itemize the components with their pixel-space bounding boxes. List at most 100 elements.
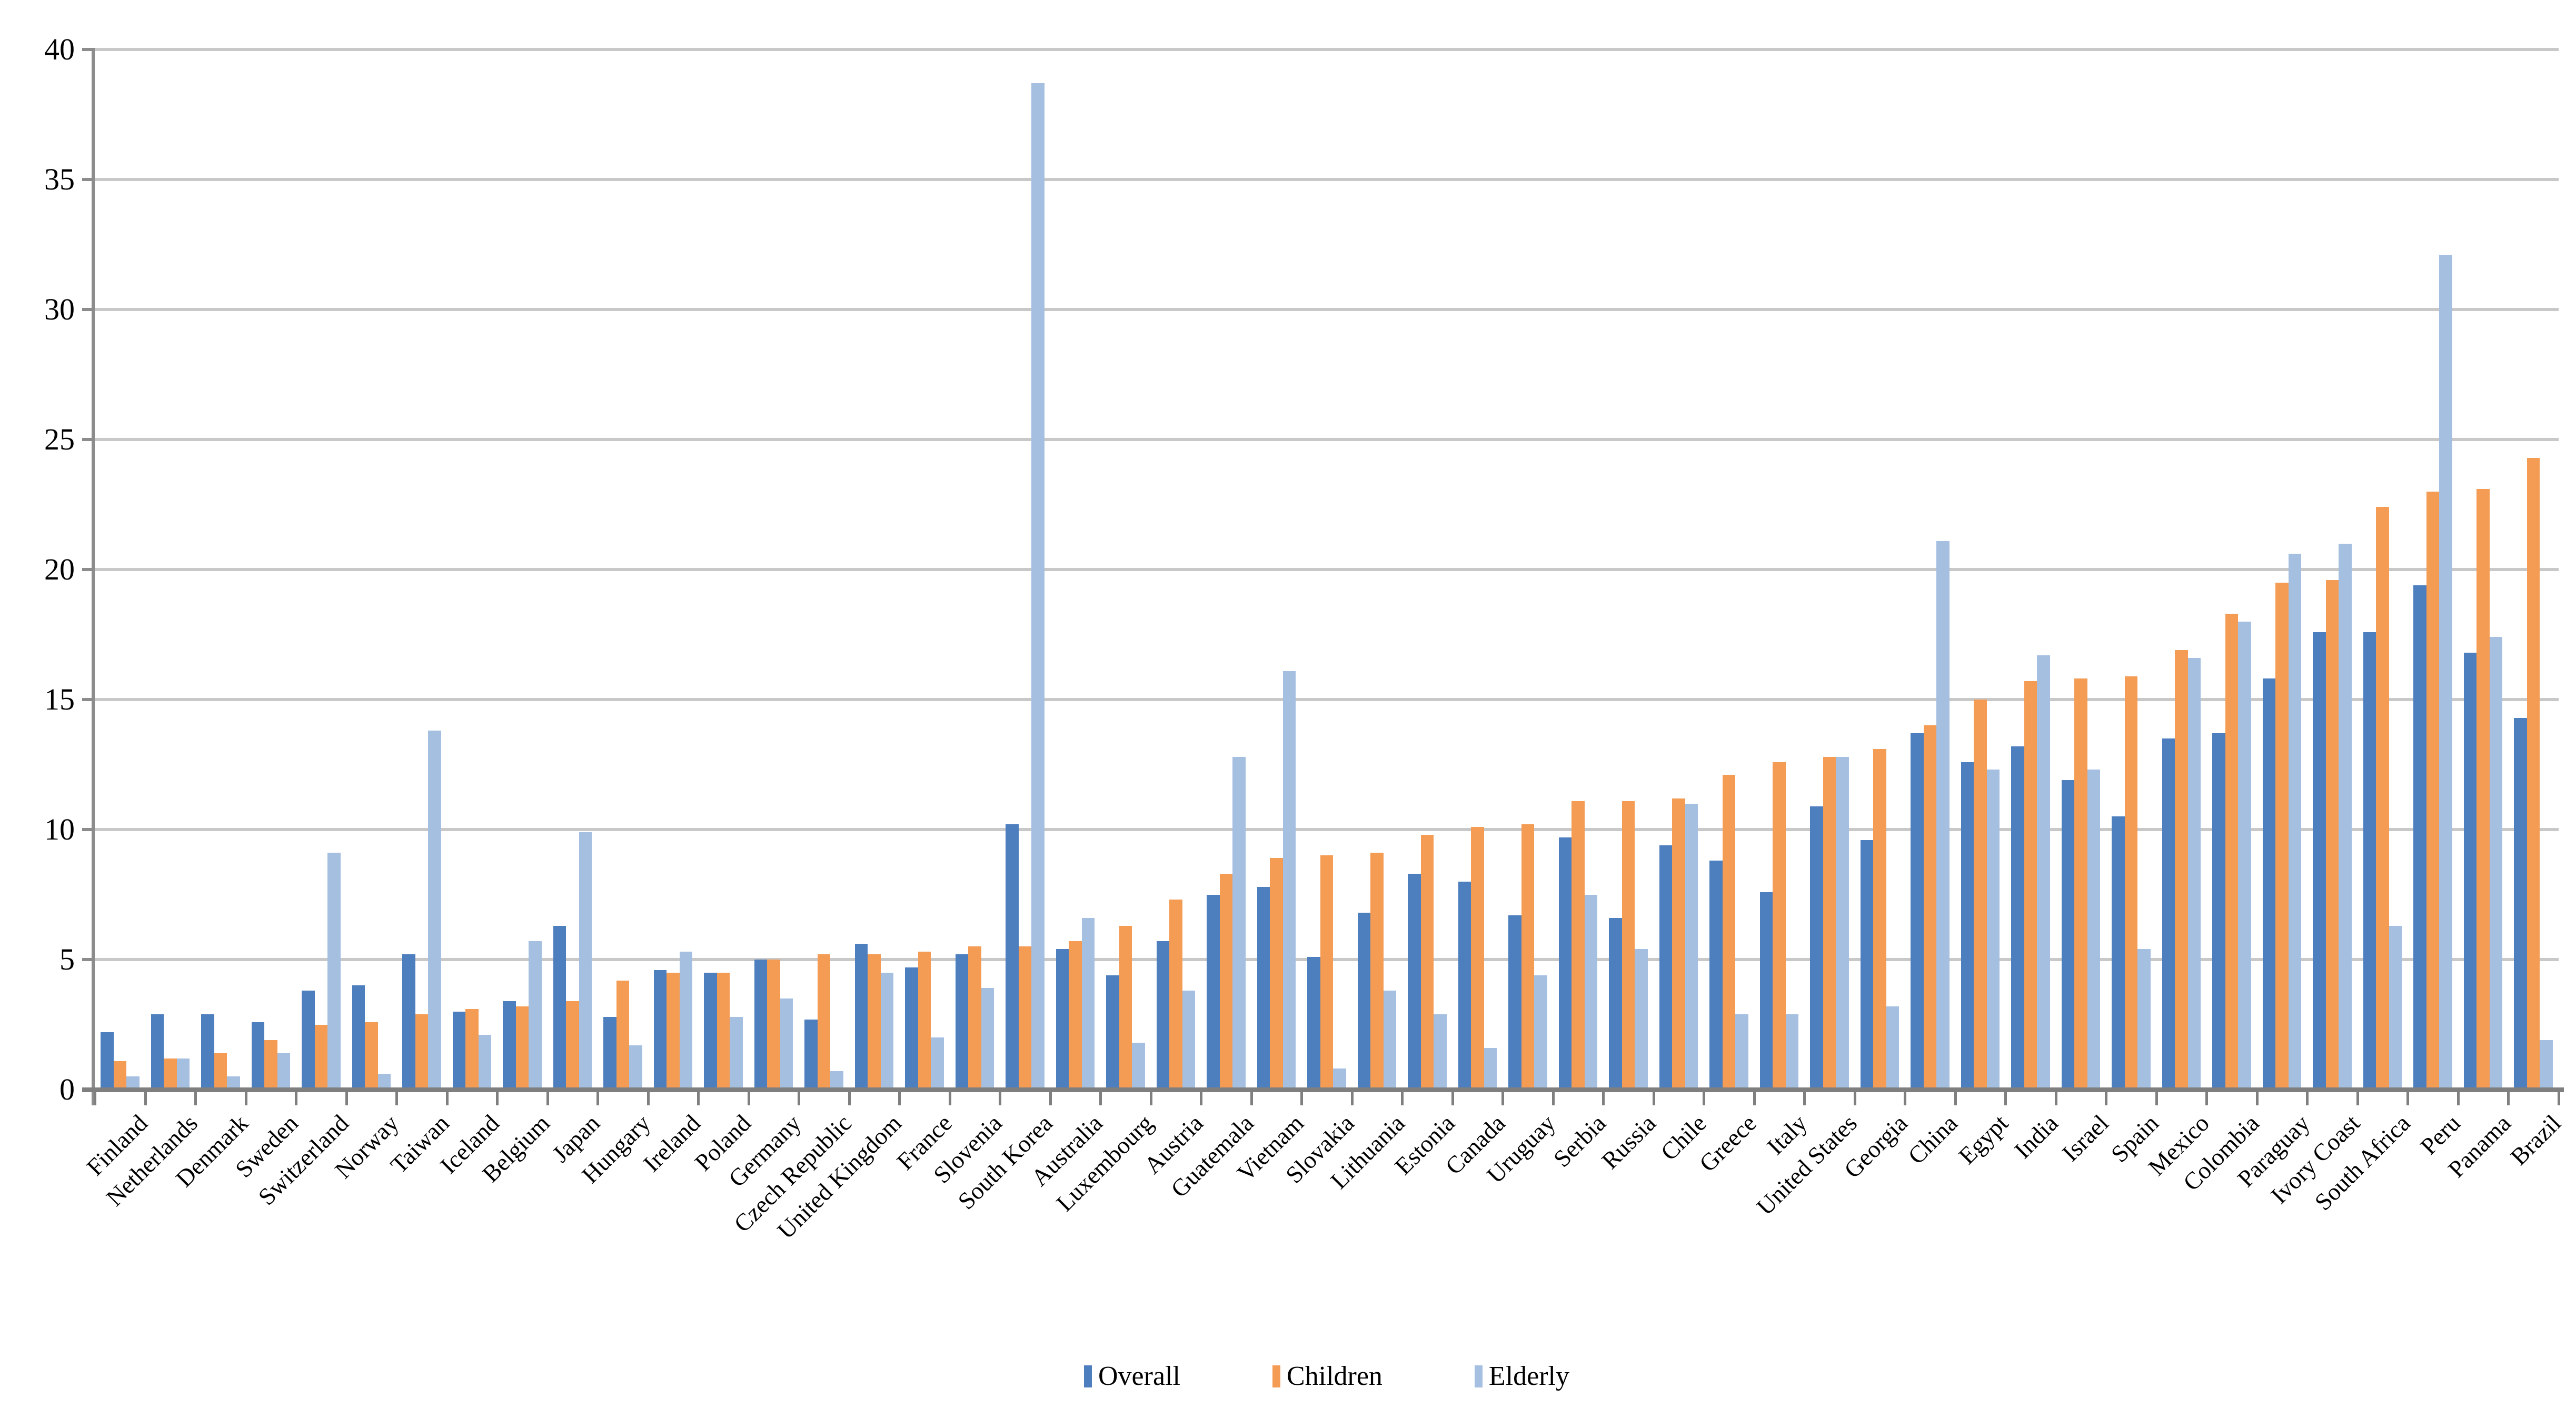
gridline: [95, 178, 2559, 181]
bar-overall: [1307, 957, 1320, 1090]
x-tick: [1904, 1090, 1907, 1105]
x-tick: [2004, 1090, 2007, 1105]
y-tick-label: 20: [44, 552, 75, 586]
x-tick: [1451, 1090, 1454, 1105]
bar-elderly: [227, 1076, 240, 1090]
bar-overall: [2363, 632, 2376, 1090]
bar-children: [314, 1024, 328, 1090]
x-tick: [596, 1090, 600, 1105]
legend: Overall Children Elderly: [95, 1358, 2559, 1395]
x-tick: [2456, 1090, 2460, 1105]
bar-overall: [2262, 678, 2276, 1090]
bar-children: [1370, 853, 1384, 1090]
bar-overall: [1911, 733, 1924, 1090]
legend-item-children: Children: [1272, 1363, 1383, 1390]
y-tick-label: 15: [44, 682, 75, 716]
bar-overall: [151, 1014, 164, 1090]
bar-elderly: [1886, 1006, 1899, 1090]
bar-elderly: [176, 1058, 190, 1090]
bar-overall: [1961, 762, 1974, 1090]
bar-overall: [302, 991, 315, 1090]
legend-label: Overall: [1098, 1361, 1180, 1391]
y-tick: [82, 438, 95, 441]
bar-children: [1219, 873, 1233, 1090]
bar-overall: [653, 970, 667, 1090]
bar-overall: [503, 1001, 516, 1090]
bar-elderly: [1735, 1014, 1748, 1090]
y-tick-label: 0: [59, 1072, 75, 1106]
bar-elderly: [629, 1045, 642, 1090]
bar-overall: [251, 1022, 265, 1090]
bar-children: [1823, 756, 1836, 1090]
bar-overall: [1006, 824, 1019, 1090]
bar-children: [2426, 491, 2440, 1090]
category-label: Israel: [2056, 1109, 2114, 1167]
gridline: [95, 698, 2559, 701]
bar-elderly: [1534, 975, 1547, 1090]
x-tick: [1602, 1090, 1605, 1105]
y-tick-label: 10: [44, 812, 75, 846]
bar-children: [1722, 775, 1736, 1090]
bar-children: [1169, 900, 1182, 1090]
bar-elderly: [2288, 554, 2302, 1090]
bar-overall: [2514, 717, 2527, 1090]
bar-children: [2325, 580, 2339, 1090]
bar-overall: [854, 944, 868, 1090]
x-tick: [496, 1090, 499, 1105]
x-tick: [747, 1090, 750, 1105]
bar-children: [1320, 855, 1334, 1090]
x-tick: [1853, 1090, 1856, 1105]
bar-elderly: [478, 1035, 492, 1090]
bar-children: [1572, 801, 1585, 1090]
bar-overall: [1609, 917, 1622, 1090]
bar-children: [1873, 748, 1886, 1090]
bar-elderly: [1635, 949, 1648, 1090]
bar-children: [2275, 582, 2289, 1090]
bar-elderly: [2389, 925, 2402, 1090]
x-tick: [395, 1090, 399, 1105]
bar-children: [1018, 946, 1032, 1090]
bar-overall: [2011, 746, 2024, 1090]
x-tick: [2105, 1090, 2108, 1105]
x-tick: [1652, 1090, 1655, 1105]
category-label: Serbia: [1548, 1109, 1611, 1173]
bar-children: [968, 946, 981, 1090]
y-tick-label: 35: [44, 162, 75, 196]
bar-children: [2527, 457, 2540, 1090]
bar-elderly: [579, 832, 592, 1090]
bar-elderly: [1836, 756, 1849, 1090]
bar-elderly: [1282, 671, 1296, 1090]
bar-children: [616, 980, 630, 1090]
bar-children: [1773, 762, 1786, 1090]
x-tick: [445, 1090, 449, 1105]
x-tick: [1551, 1090, 1555, 1105]
y-tick: [82, 178, 95, 181]
x-tick: [1954, 1090, 1957, 1105]
x-tick: [2054, 1090, 2057, 1105]
children-swatch-icon: [1272, 1365, 1280, 1387]
bar-elderly: [2037, 655, 2050, 1090]
x-tick: [94, 1090, 96, 1105]
bar-overall: [1558, 837, 1572, 1090]
x-tick: [244, 1090, 247, 1105]
bar-elderly: [2137, 949, 2151, 1090]
bar-elderly: [1484, 1047, 1497, 1090]
bar-elderly: [277, 1053, 291, 1090]
y-tick: [82, 828, 95, 831]
bar-elderly: [327, 853, 341, 1090]
x-tick: [1200, 1090, 1203, 1105]
category-label: Russia: [1596, 1109, 1661, 1174]
x-tick: [1753, 1090, 1756, 1105]
category-label: Egypt: [1953, 1109, 2013, 1170]
bar-children: [2024, 681, 2037, 1090]
bar-children: [515, 1006, 529, 1090]
bar-children: [817, 954, 831, 1090]
bar-children: [1622, 801, 1635, 1090]
category-label: Greece: [1694, 1109, 1762, 1177]
bar-elderly: [377, 1074, 391, 1090]
bar-elderly: [1434, 1014, 1447, 1090]
bar-children: [1923, 725, 1937, 1090]
bar-elderly: [2540, 1040, 2553, 1090]
bar-children: [2225, 613, 2239, 1090]
x-tick: [546, 1090, 549, 1105]
